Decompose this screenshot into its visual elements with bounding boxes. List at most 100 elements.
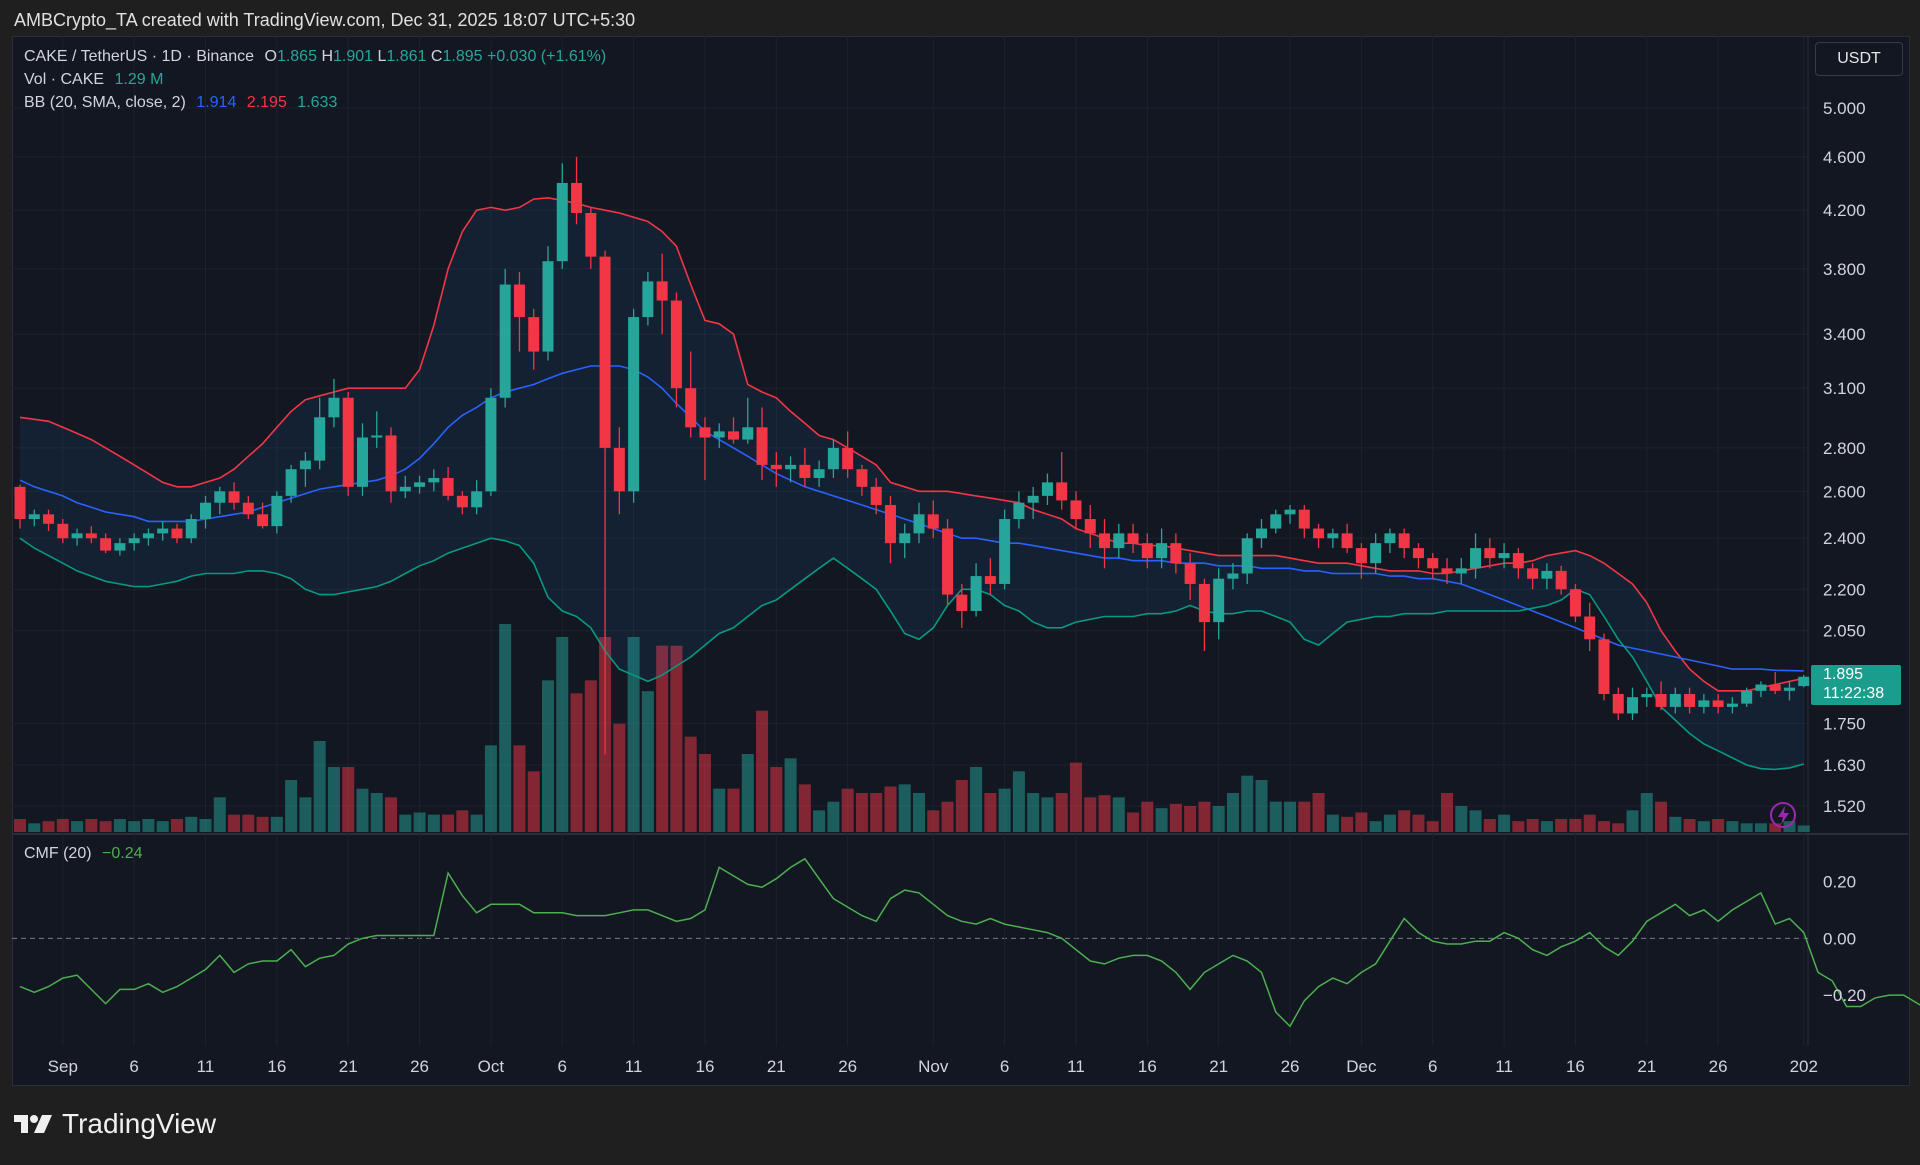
- volume-bar: [14, 819, 26, 832]
- volume-legend[interactable]: Vol · CAKE 1.29 M: [24, 71, 169, 89]
- candle-body: [1056, 482, 1068, 501]
- candle-body: [399, 486, 411, 492]
- candle-body: [1769, 684, 1781, 691]
- candle-body: [685, 388, 697, 428]
- candle-body: [185, 519, 197, 539]
- volume-bar: [513, 745, 526, 832]
- candle-body: [257, 514, 269, 527]
- bollinger-legend[interactable]: BB (20, SMA, close, 2) 1.914 2.195 1.633: [24, 94, 343, 112]
- volume-bar: [99, 821, 112, 832]
- tradingview-logo[interactable]: TradingView: [14, 1108, 216, 1140]
- candle-body: [942, 528, 954, 595]
- volume-bar: [1540, 821, 1553, 832]
- volume-bar: [1255, 780, 1268, 832]
- candle-body: [599, 256, 611, 448]
- candle-body: [499, 284, 511, 398]
- bollinger-label: BB (20, SMA, close, 2): [24, 94, 186, 111]
- volume-bar: [1184, 806, 1197, 832]
- chart-caption: AMBCrypto_TA created with TradingView.co…: [14, 10, 636, 30]
- volume-bar: [170, 819, 183, 832]
- candle-body: [1027, 495, 1039, 503]
- price-tick-label: 2.050: [1823, 622, 1866, 641]
- volume-bar: [356, 788, 369, 832]
- open-label: O: [264, 48, 277, 65]
- candle-body: [485, 397, 497, 492]
- volume-bar: [28, 823, 41, 832]
- candle-body: [1726, 703, 1738, 707]
- volume-bar: [1312, 793, 1325, 832]
- volume-bar: [1683, 819, 1696, 832]
- candle-body: [1470, 548, 1482, 569]
- candle-body: [856, 469, 868, 487]
- volume-bar: [484, 745, 497, 832]
- candle-body: [1313, 528, 1325, 539]
- candle-body: [100, 538, 112, 551]
- candle-body: [1213, 578, 1225, 623]
- candle-body: [613, 447, 625, 492]
- price-tick-label: 2.800: [1823, 439, 1866, 458]
- volume-bar: [399, 814, 412, 832]
- volume-bar: [427, 814, 440, 832]
- candle-body: [770, 464, 782, 470]
- volume-bar: [670, 645, 683, 832]
- volume-bar: [370, 793, 383, 832]
- time-tick-label: 6: [558, 1057, 567, 1076]
- price-tick-label: 3.400: [1823, 325, 1866, 344]
- bollinger-lower-value: 1.633: [297, 94, 338, 111]
- volume-bar: [584, 680, 597, 832]
- bollinger-upper-value: 2.195: [246, 94, 287, 111]
- price-tick-label: 1.630: [1823, 756, 1866, 775]
- currency-button[interactable]: USDT: [1815, 42, 1903, 76]
- chart-frame[interactable]: [12, 36, 1910, 1086]
- volume-bar: [313, 741, 326, 832]
- candle-body: [699, 427, 711, 438]
- alert-icon[interactable]: [1770, 802, 1796, 828]
- cmf-legend[interactable]: CMF (20) −0.24: [24, 845, 149, 863]
- candle-body: [1612, 694, 1624, 714]
- price-tick-label: 1.750: [1823, 714, 1866, 733]
- candle-body: [513, 284, 525, 318]
- symbol-name[interactable]: CAKE / TetherUS · 1D · Binance: [24, 48, 255, 65]
- volume-bar: [128, 821, 141, 832]
- volume-bar: [798, 784, 811, 832]
- candle-body: [1655, 694, 1667, 707]
- volume-bar: [570, 693, 583, 832]
- candle-body: [1141, 543, 1153, 559]
- candle-body: [1427, 558, 1439, 569]
- candle-body: [214, 491, 226, 503]
- candle-body: [1698, 700, 1710, 707]
- volume-bar: [1712, 819, 1725, 832]
- candle-body: [1241, 538, 1253, 574]
- candle-body: [970, 576, 982, 611]
- candle-body: [1541, 570, 1553, 579]
- volume-bar: [199, 819, 212, 832]
- candle-body: [813, 469, 825, 478]
- volume-bar: [413, 812, 426, 832]
- volume-bar: [299, 797, 312, 832]
- candle-body: [1341, 533, 1353, 549]
- close-label: C: [430, 48, 443, 65]
- candle-body: [899, 533, 911, 544]
- time-tick-label: 16: [267, 1057, 286, 1076]
- candle-body: [656, 281, 668, 301]
- volume-bar: [1512, 821, 1525, 832]
- bollinger-upper-line: [19, 196, 1804, 692]
- volume-bar: [1597, 821, 1610, 832]
- volume-bar: [342, 767, 355, 832]
- time-tick-label: 21: [1209, 1057, 1228, 1076]
- time-tick-label: 16: [695, 1057, 714, 1076]
- volume-bar: [470, 814, 483, 832]
- price-tick-label: 2.200: [1823, 580, 1866, 599]
- volume-bar: [1740, 823, 1753, 832]
- volume-bar: [442, 814, 455, 832]
- volume-bar: [1226, 793, 1239, 832]
- symbol-legend[interactable]: CAKE / TetherUS · 1D · Binance O1.865 H1…: [24, 48, 606, 66]
- candle-body: [1070, 500, 1082, 520]
- candle-body: [1270, 514, 1282, 529]
- volume-bar: [527, 771, 540, 832]
- volume-bar: [884, 786, 897, 832]
- volume-bar: [1155, 808, 1168, 832]
- candle-body: [1598, 639, 1610, 695]
- volume-bar: [1284, 801, 1297, 832]
